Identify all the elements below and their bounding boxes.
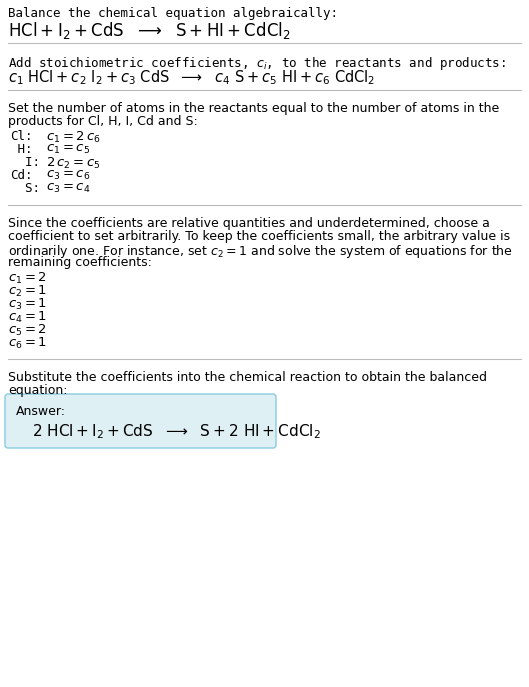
Text: $c_5 = 2$: $c_5 = 2$ <box>8 323 47 338</box>
Text: ordinarily one. For instance, set $c_2 = 1$ and solve the system of equations fo: ordinarily one. For instance, set $c_2 =… <box>8 243 513 260</box>
Text: $c_1 = 2$: $c_1 = 2$ <box>8 271 47 286</box>
Text: Set the number of atoms in the reactants equal to the number of atoms in the: Set the number of atoms in the reactants… <box>8 102 499 115</box>
Text: Cd:: Cd: <box>10 169 32 182</box>
Text: $c_3 = 1$: $c_3 = 1$ <box>8 297 47 312</box>
Text: products for Cl, H, I, Cd and S:: products for Cl, H, I, Cd and S: <box>8 115 198 128</box>
Text: H:: H: <box>10 143 32 156</box>
Text: Substitute the coefficients into the chemical reaction to obtain the balanced: Substitute the coefficients into the che… <box>8 371 487 384</box>
Text: $c_1 = 2\,c_6$: $c_1 = 2\,c_6$ <box>46 130 101 145</box>
Text: $c_3 = c_4$: $c_3 = c_4$ <box>46 182 90 195</box>
Text: $2\,c_2 = c_5$: $2\,c_2 = c_5$ <box>46 156 101 171</box>
Text: $c_1 = c_5$: $c_1 = c_5$ <box>46 143 90 156</box>
Text: Balance the chemical equation algebraically:: Balance the chemical equation algebraica… <box>8 7 338 20</box>
Text: $\mathrm{HCl + I_2 + CdS \ \ \longrightarrow \ \ S + HI + CdCl_2}$: $\mathrm{HCl + I_2 + CdS \ \ \longrighta… <box>8 20 291 41</box>
Text: Add stoichiometric coefficients, $c_i$, to the reactants and products:: Add stoichiometric coefficients, $c_i$, … <box>8 55 506 72</box>
Text: $\mathrm{2\ HCl + I_2 + CdS \ \ \longrightarrow \ \ S + 2\ HI + CdCl_2}$: $\mathrm{2\ HCl + I_2 + CdS \ \ \longrig… <box>32 422 321 440</box>
Text: $c_2 = 1$: $c_2 = 1$ <box>8 284 47 299</box>
Text: Answer:: Answer: <box>16 405 66 418</box>
Text: I:: I: <box>10 156 40 169</box>
Text: $c_6 = 1$: $c_6 = 1$ <box>8 336 47 351</box>
Text: coefficient to set arbitrarily. To keep the coefficients small, the arbitrary va: coefficient to set arbitrarily. To keep … <box>8 230 510 243</box>
Text: $c_1\ \mathrm{HCl} + c_2\ \mathrm{I_2} + c_3\ \mathrm{CdS}\ \ \longrightarrow\ \: $c_1\ \mathrm{HCl} + c_2\ \mathrm{I_2} +… <box>8 68 376 87</box>
Text: $c_3 = c_6$: $c_3 = c_6$ <box>46 169 90 182</box>
Text: $c_4 = 1$: $c_4 = 1$ <box>8 310 47 325</box>
Text: S:: S: <box>10 182 40 195</box>
FancyBboxPatch shape <box>5 394 276 448</box>
Text: Cl:: Cl: <box>10 130 32 143</box>
Text: remaining coefficients:: remaining coefficients: <box>8 256 152 269</box>
Text: Since the coefficients are relative quantities and underdetermined, choose a: Since the coefficients are relative quan… <box>8 217 490 230</box>
Text: equation:: equation: <box>8 384 68 397</box>
